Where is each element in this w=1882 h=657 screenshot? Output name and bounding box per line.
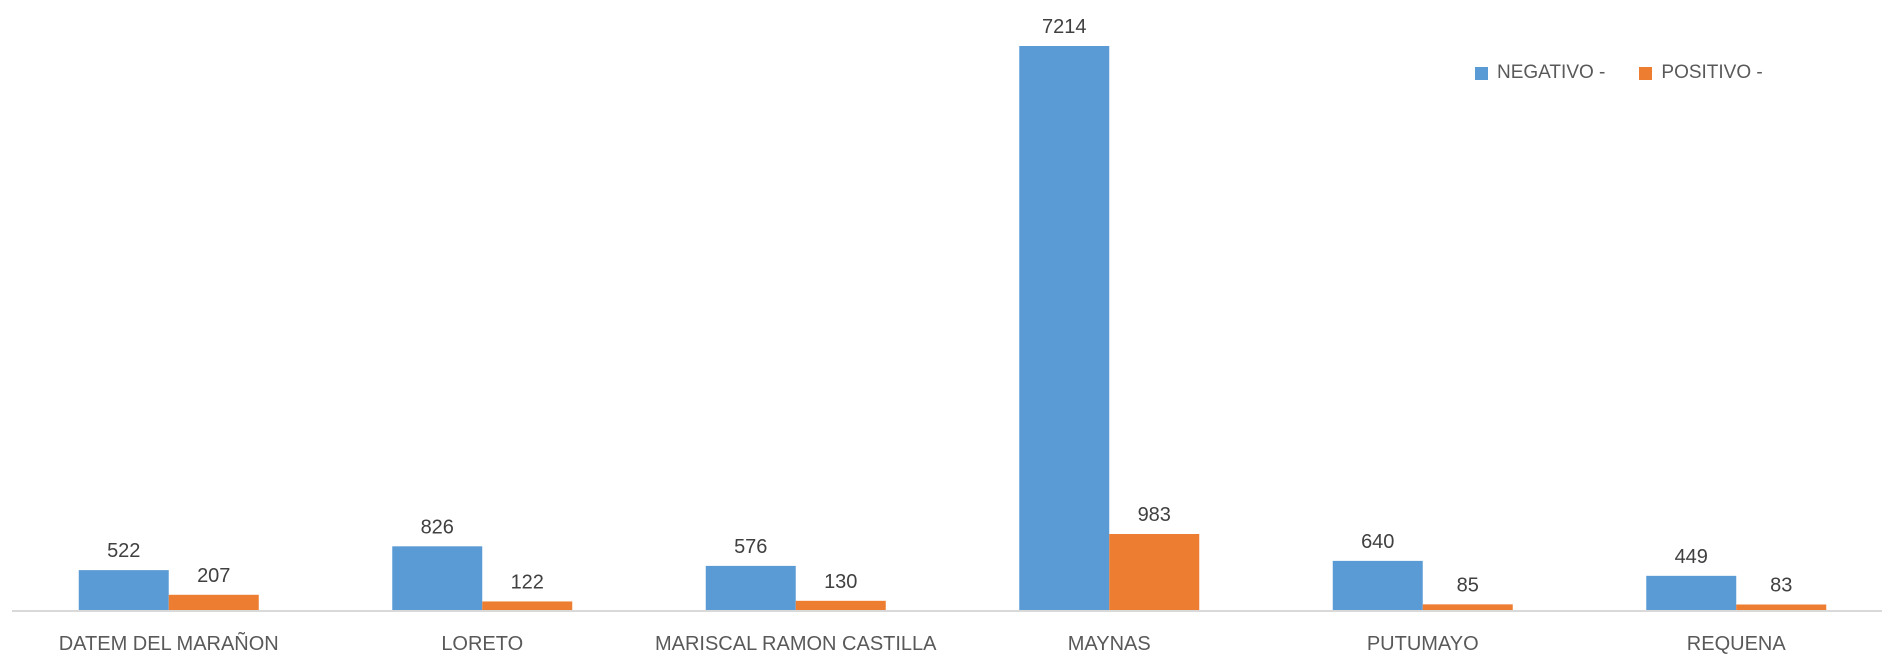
legend-item-positivo: POSITIVO - [1639, 62, 1763, 84]
bar-negativo-requena [1646, 575, 1737, 611]
legend-label-negativo: NEGATIVO - [1497, 62, 1606, 83]
category-label-requena: REQUENA [1687, 633, 1787, 655]
bars-layer [78, 46, 1827, 611]
category-label-mariscal-ramon-castilla: MARISCAL RAMON CASTILLA [655, 633, 937, 655]
bar-positivo-datem-del-mara-on [168, 594, 259, 611]
data-label-negativo-requena: 449 [1675, 546, 1708, 568]
legend-label-positivo: POSITIVO - [1661, 62, 1763, 83]
bar-negativo-datem-del-mara-on [78, 570, 169, 611]
data-label-negativo-putumayo: 640 [1361, 531, 1394, 553]
bar-positivo-loreto [482, 601, 573, 611]
bar-positivo-mariscal-ramon-castilla [795, 600, 886, 611]
legend-item-negativo: NEGATIVO - [1475, 62, 1605, 84]
data-label-negativo-maynas: 7214 [1042, 16, 1087, 38]
data-label-negativo-mariscal-ramon-castilla: 576 [734, 536, 767, 558]
data-label-positivo-requena: 83 [1770, 574, 1792, 596]
data-label-positivo-putumayo: 85 [1457, 574, 1479, 596]
value-labels-layer: 522 207 826 122 576 130 7214 983 640 85 449 83 [107, 16, 1792, 596]
category-label-putumayo: PUTUMAYO [1367, 633, 1479, 655]
legend-swatch-positivo [1639, 66, 1653, 80]
data-label-positivo-mariscal-ramon-castilla: 130 [824, 571, 857, 593]
category-label-maynas: MAYNAS [1068, 633, 1151, 655]
bar-negativo-mariscal-ramon-castilla [705, 565, 796, 611]
bar-negativo-maynas [1019, 46, 1110, 611]
data-label-negativo-datem-del-mara-on: 522 [107, 540, 140, 562]
bar-positivo-maynas [1109, 534, 1200, 611]
data-label-negativo-loreto: 826 [421, 516, 454, 538]
legend: NEGATIVO - POSITIVO - [1475, 62, 1763, 84]
data-label-positivo-loreto: 122 [511, 571, 544, 593]
category-labels-layer: DATEM DEL MARAÑON LORETO MARISCAL RAMON CA… [59, 631, 1787, 655]
bar-negativo-loreto [392, 546, 483, 611]
bar-positivo-requena [1736, 604, 1827, 611]
bar-negativo-putumayo [1332, 560, 1423, 611]
data-label-positivo-maynas: 983 [1138, 504, 1171, 526]
category-label-loreto: LORETO [441, 633, 523, 655]
data-label-positivo-datem-del-mara-on: 207 [197, 565, 230, 587]
bar-positivo-putumayo [1422, 604, 1513, 611]
legend-swatch-negativo [1475, 66, 1488, 80]
category-label-datem-del-mara-on: DATEM DEL MARAÑON [59, 631, 279, 655]
